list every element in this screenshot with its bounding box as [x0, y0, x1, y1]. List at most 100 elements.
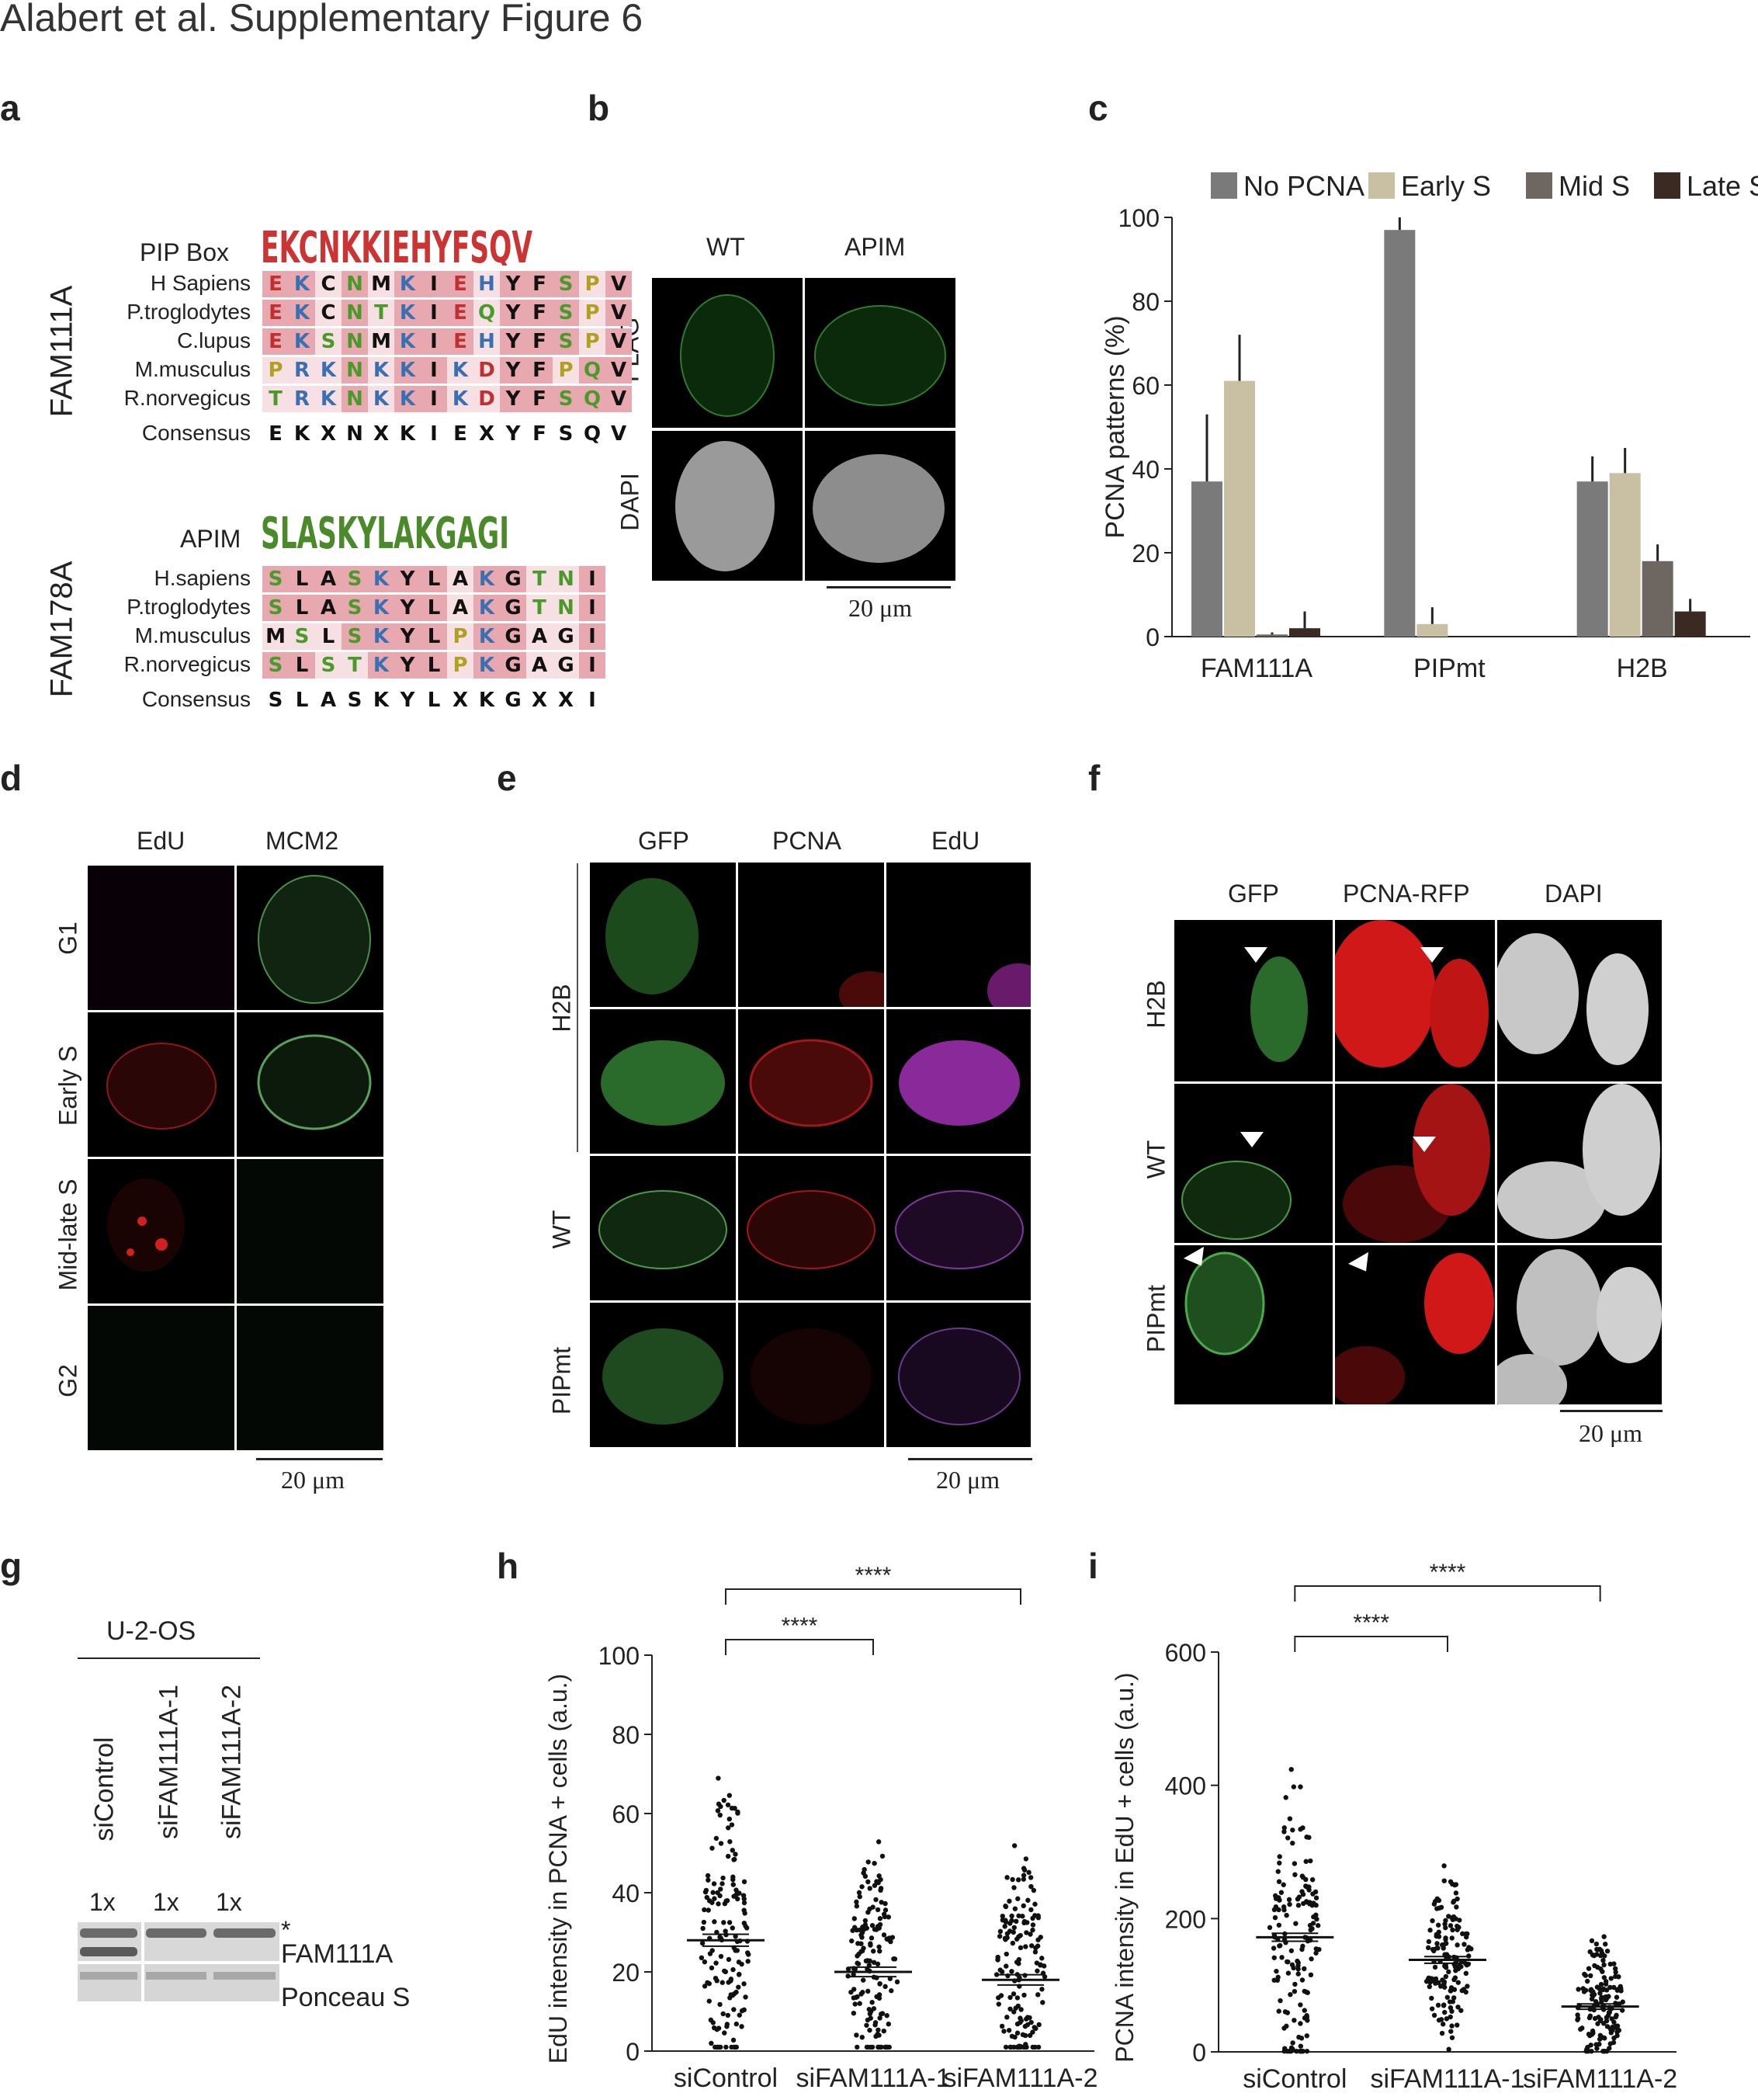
- apim-residue: G: [500, 623, 526, 650]
- h-point: [889, 1988, 894, 1994]
- pip-residue: F: [526, 271, 553, 297]
- apim-residue: L: [421, 566, 447, 592]
- i-point: [1299, 2036, 1305, 2041]
- h-point: [735, 1810, 740, 1816]
- i-point: [1591, 1952, 1597, 1959]
- c-legend-swatch-0: [1211, 172, 1237, 199]
- pip-residue: E: [447, 300, 473, 326]
- apim-residue: T: [342, 652, 368, 679]
- figure-title: Alabert et al. Supplementary Figure 6: [0, 0, 643, 40]
- i-point: [1300, 1943, 1305, 1949]
- h-point: [721, 1920, 726, 1925]
- h-point: [726, 1816, 732, 1822]
- i-point: [1442, 2009, 1448, 2015]
- apim-species-3: R.norvegicus: [123, 652, 251, 676]
- apim-residue: S: [262, 595, 289, 621]
- apim-residue: K: [368, 652, 394, 679]
- i-point: [1304, 2015, 1310, 2020]
- d-image-g1-mcm2: [237, 866, 383, 1010]
- apim-consensus-residue: X: [452, 689, 469, 712]
- h-point: [1016, 1913, 1021, 1918]
- h-point: [881, 1932, 887, 1938]
- h-point: [741, 1900, 747, 1906]
- h-point: [714, 1978, 719, 1984]
- i-point: [1611, 1961, 1617, 1966]
- h-point: [997, 1928, 1004, 1935]
- i-y-tick-label: 400: [1165, 1772, 1206, 1800]
- i-point: [1598, 1966, 1604, 1972]
- h-y-tick-label: 0: [626, 2038, 640, 2066]
- c-bar-0-1: [1224, 380, 1255, 637]
- i-point: [1298, 1827, 1303, 1832]
- apim-residue: Y: [394, 652, 421, 679]
- panel-label-g: g: [0, 1546, 23, 1586]
- i-point: [1463, 1970, 1469, 1977]
- i-point: [1608, 1976, 1614, 1981]
- h-point: [1031, 1887, 1037, 1893]
- h-point: [1036, 2022, 1042, 2028]
- h-point: [862, 1918, 869, 1924]
- h-point: [1023, 1944, 1028, 1949]
- h-point: [724, 2022, 730, 2027]
- h-point: [736, 1984, 741, 1990]
- pip-residue: S: [553, 328, 579, 355]
- i-point: [1288, 2048, 1294, 2054]
- h-point: [876, 1839, 882, 1845]
- i-point: [1313, 1950, 1319, 1956]
- f-image-h2b-gfp: [1174, 920, 1333, 1081]
- h-point: [856, 1951, 862, 1957]
- h-sig-bracket-1: [725, 1588, 1021, 1605]
- i-point: [1276, 1922, 1282, 1928]
- pip-residue: K: [315, 357, 342, 384]
- i-point: [1600, 2021, 1607, 2026]
- h-point: [725, 2012, 731, 2018]
- h-point: [707, 1951, 713, 1956]
- f-col-pcna-rfp: PCNA-RFP: [1343, 880, 1470, 908]
- h-point: [716, 1775, 721, 1781]
- i-point: [1603, 1994, 1609, 2000]
- h-point: [711, 1881, 717, 1887]
- pip-residue: V: [605, 300, 632, 326]
- g-blot-ponceau: [78, 1964, 279, 2001]
- apim-residue: L: [421, 623, 447, 650]
- apim-consensus-residue: K: [478, 689, 495, 712]
- e-col-edu: EdU: [931, 827, 980, 855]
- h-point: [1022, 2023, 1028, 2029]
- apim-consensus-residue: X: [531, 689, 548, 712]
- h-point: [882, 1914, 888, 1920]
- i-point: [1304, 1834, 1309, 1840]
- h-point: [718, 1887, 723, 1892]
- i-point: [1285, 1970, 1292, 1976]
- i-point: [1449, 2023, 1455, 2029]
- i-point: [1614, 1994, 1620, 2000]
- h-point: [729, 1805, 735, 1811]
- i-point: [1302, 2008, 1307, 2013]
- h-point: [878, 2011, 884, 2017]
- h-point: [884, 1936, 889, 1942]
- pip-residue: S: [553, 300, 579, 326]
- i-point: [1295, 1971, 1301, 1977]
- h-point: [730, 1882, 736, 1887]
- apim-residue: A: [447, 566, 473, 592]
- h-point: [859, 2034, 865, 2040]
- pip-residue: E: [447, 328, 473, 355]
- apim-residue: A: [526, 652, 553, 679]
- h-point: [872, 1927, 878, 1932]
- h-point: [737, 1971, 742, 1977]
- apim-residue: I: [579, 595, 605, 621]
- b-scale-bar: [827, 586, 951, 588]
- h-point: [1035, 1943, 1041, 1949]
- i-point: [1451, 1995, 1457, 2001]
- i-point: [1303, 1859, 1309, 1864]
- i-point: [1592, 2015, 1598, 2022]
- pip-residue: S: [315, 328, 342, 355]
- i-point: [1602, 2036, 1607, 2041]
- apim-residue: Y: [394, 595, 421, 621]
- h-point: [997, 1967, 1003, 1973]
- h-point: [1028, 1932, 1033, 1937]
- apim-residue: K: [368, 623, 394, 650]
- h-point: [1003, 1937, 1008, 1942]
- i-point: [1597, 2032, 1604, 2039]
- i-point: [1292, 1988, 1298, 1994]
- h-point: [1011, 1991, 1017, 1997]
